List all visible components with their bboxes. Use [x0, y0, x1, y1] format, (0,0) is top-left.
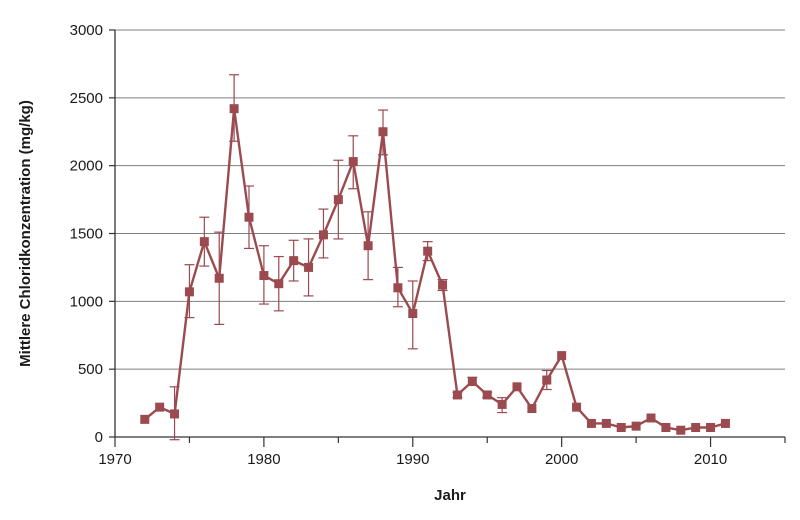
data-point [274, 279, 284, 289]
y-tick-label: 0 [95, 429, 103, 446]
y-tick-label: 1500 [70, 226, 103, 243]
data-point [155, 402, 165, 412]
x-tick-label: 2000 [545, 451, 578, 468]
data-point [333, 195, 343, 205]
data-point [140, 414, 150, 424]
data-point [348, 157, 358, 167]
data-points [140, 104, 730, 435]
data-point [527, 404, 537, 414]
data-point [170, 409, 180, 419]
data-point [482, 390, 492, 400]
x-tick-labels: 1970 1980 1990 2000 2010 [98, 451, 727, 468]
data-point [214, 273, 224, 283]
data-point [199, 237, 209, 247]
data-point [616, 423, 626, 433]
y-tick-label: 2000 [70, 158, 103, 175]
data-point [452, 390, 462, 400]
data-point [318, 230, 328, 240]
data-point [661, 423, 671, 433]
data-point [497, 399, 507, 409]
x-axis-title: Jahr [434, 487, 466, 504]
data-point [646, 413, 656, 423]
error-bars [169, 74, 552, 441]
data-point [586, 418, 596, 428]
data-point [467, 376, 477, 386]
data-point [393, 283, 403, 293]
y-tick-label: 2500 [70, 90, 103, 107]
data-point [229, 104, 239, 114]
gridlines [115, 29, 785, 370]
data-point [572, 402, 582, 412]
x-tick-label: 1990 [396, 451, 429, 468]
data-point [676, 425, 686, 435]
data-point [706, 423, 716, 433]
data-point [542, 375, 552, 385]
data-point [720, 418, 730, 428]
data-point [423, 246, 433, 256]
y-axis-title: Mittlere Chloridkonzentration (mg/kg) [17, 100, 34, 367]
data-point [244, 212, 254, 222]
y-tick-label: 1000 [70, 293, 103, 310]
y-tick-label: 3000 [70, 22, 103, 39]
x-tick-label: 2010 [694, 451, 727, 468]
data-point [378, 127, 388, 137]
x-tick-label: 1980 [247, 451, 280, 468]
data-point [289, 256, 299, 266]
data-point [363, 241, 373, 251]
x-tick-label: 1970 [98, 451, 131, 468]
series-line [144, 107, 726, 432]
y-tick-label: 500 [78, 361, 103, 378]
data-point [631, 421, 641, 431]
data-point [691, 423, 701, 433]
y-tick-labels: 0 500 1000 1500 2000 2500 3000 [70, 22, 103, 446]
data-point [304, 262, 314, 272]
data-point [184, 287, 194, 297]
data-point [438, 280, 448, 290]
data-point [408, 309, 418, 319]
data-point [601, 418, 611, 428]
axes [109, 29, 786, 447]
data-point [557, 351, 567, 361]
data-point [259, 271, 269, 281]
data-point [512, 382, 522, 392]
